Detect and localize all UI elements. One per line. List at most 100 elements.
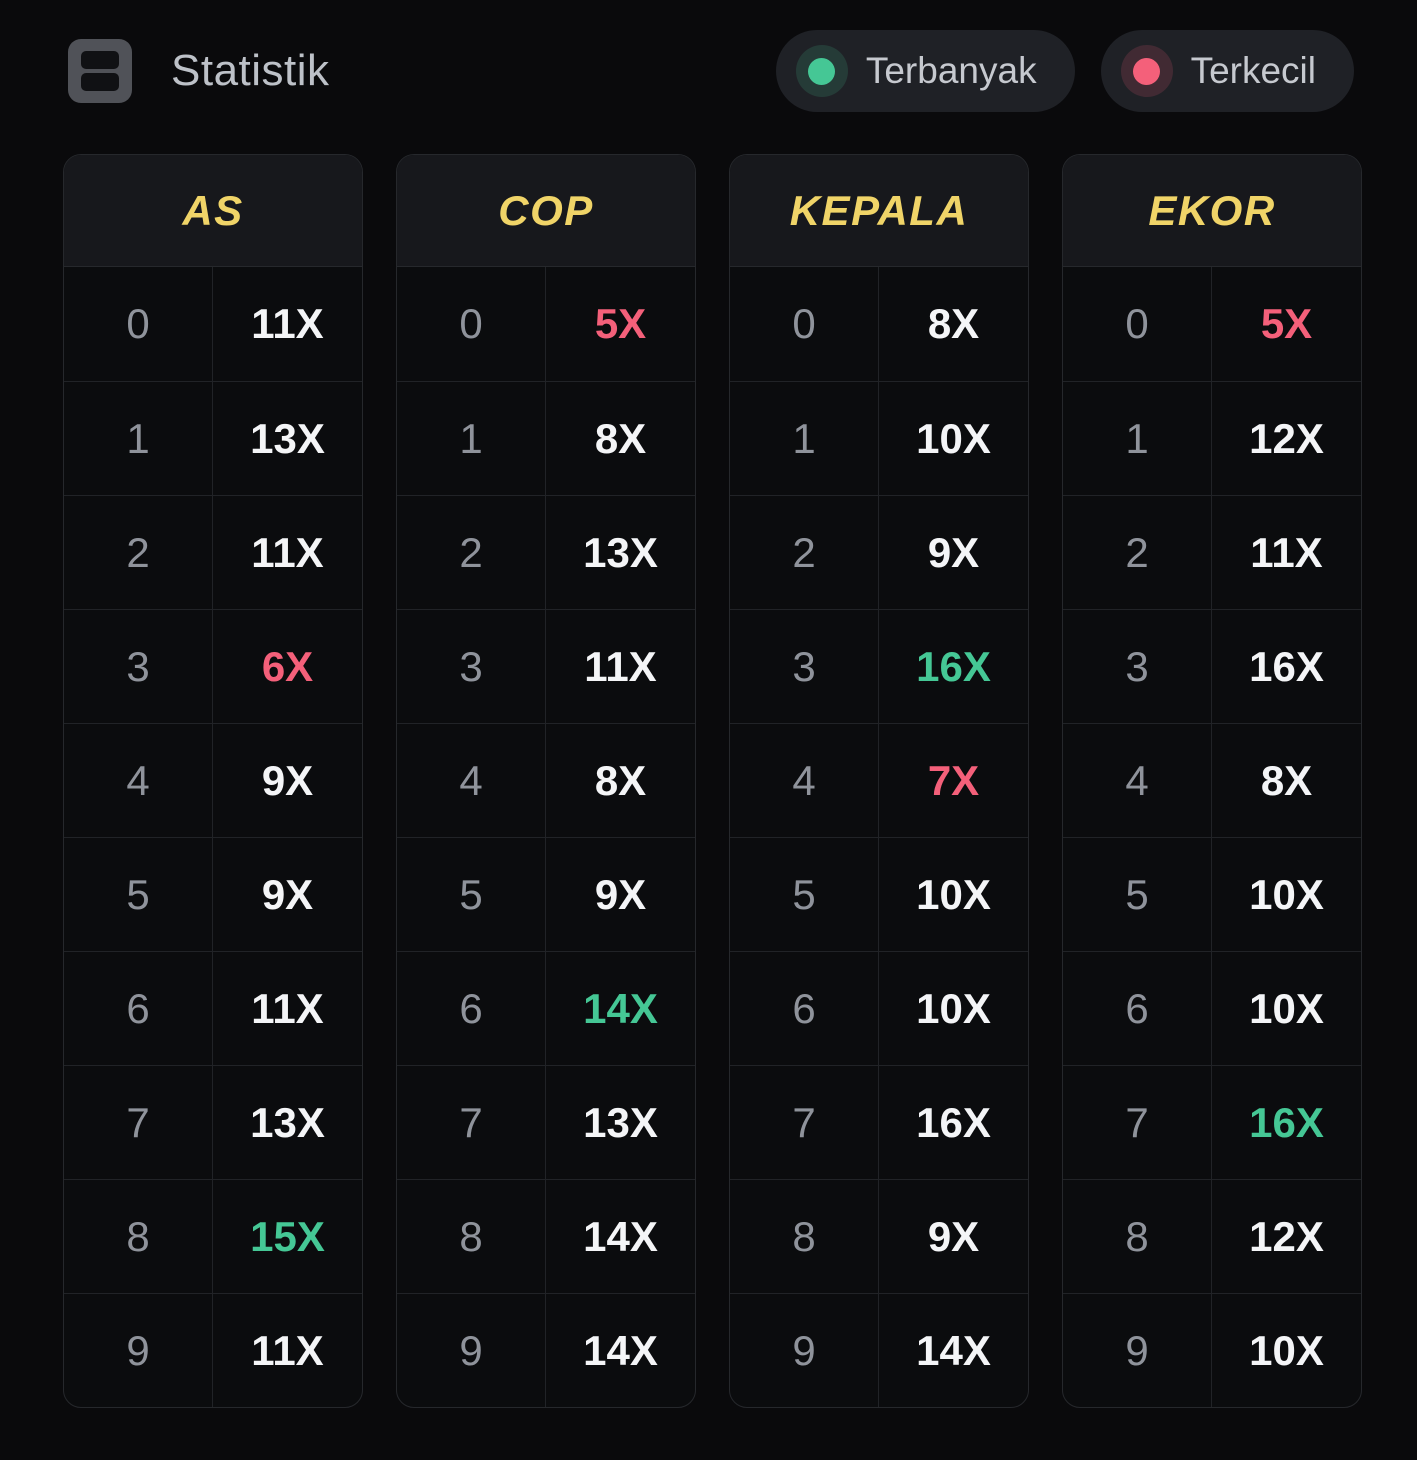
topbar: Statistik Terbanyak Terkecil (63, 30, 1360, 112)
digit-cell: 2 (64, 496, 213, 609)
digit-cell: 6 (730, 952, 879, 1065)
stats-table: KEPALA 0 8X 1 10X 2 9X 3 16X 4 7X 5 10X 6 10X 7 16X 8 9X 9… (729, 154, 1029, 1408)
digit-cell: 8 (397, 1180, 546, 1293)
table-row: 2 9X (730, 495, 1028, 609)
stats-table: COP 0 5X 1 8X 2 13X 3 11X 4 8X 5 9X 6 14X 7 13X 8 14X 9 14X (396, 154, 696, 1408)
table-row: 0 5X (1063, 267, 1361, 381)
value-cell: 13X (250, 1098, 325, 1146)
table-row: 0 11X (64, 267, 362, 381)
stats-table-icon (67, 38, 133, 104)
value-cell: 7X (927, 756, 980, 804)
value-cell: 15X (250, 1212, 325, 1260)
table-row: 5 10X (730, 837, 1028, 951)
value-cell: 16X (916, 642, 991, 690)
digit-cell: 0 (1063, 267, 1212, 381)
table-row: 9 11X (64, 1293, 362, 1407)
value-cell: 9X (594, 870, 647, 918)
digit-cell: 8 (730, 1180, 879, 1293)
stats-table: AS 0 11X 1 13X 2 11X 3 6X 4 9X 5 9X 6 11X 7 13X 8 15X 9 11X (63, 154, 363, 1408)
legend: Terbanyak Terkecil (775, 30, 1354, 112)
page-title: Statistik (171, 46, 330, 95)
table-row: 3 16X (1063, 609, 1361, 723)
value-cell: 9X (927, 528, 980, 576)
digit-cell: 3 (730, 610, 879, 723)
value-cell: 16X (1249, 642, 1324, 690)
digit-cell: 7 (397, 1066, 546, 1179)
value-cell: 10X (916, 984, 991, 1032)
digit-cell: 6 (397, 952, 546, 1065)
table-row: 0 5X (397, 267, 695, 381)
table-row: 3 11X (397, 609, 695, 723)
table-row: 9 14X (730, 1293, 1028, 1407)
table-row: 5 10X (1063, 837, 1361, 951)
value-cell: 11X (251, 300, 324, 347)
table-row: 2 11X (1063, 495, 1361, 609)
table-row: 6 10X (1063, 951, 1361, 1065)
table-row: 1 10X (730, 381, 1028, 495)
value-cell: 11X (584, 642, 657, 690)
digit-cell: 6 (64, 952, 213, 1065)
digit-cell: 5 (64, 838, 213, 951)
digit-cell: 0 (730, 267, 879, 381)
digit-cell: 7 (64, 1066, 213, 1179)
value-cell: 8X (594, 756, 647, 804)
legend-pill-terkecil: Terkecil (1100, 30, 1354, 112)
table-row: 6 10X (730, 951, 1028, 1065)
digit-cell: 8 (1063, 1180, 1212, 1293)
legend-pill-terbanyak: Terbanyak (775, 30, 1075, 112)
table-row: 7 16X (1063, 1065, 1361, 1179)
digit-cell: 1 (730, 382, 879, 495)
digit-cell: 5 (397, 838, 546, 951)
value-cell: 8X (594, 414, 647, 462)
value-cell: 12X (1249, 1212, 1324, 1260)
terkecil-dot-icon (1120, 45, 1173, 97)
table-row: 8 15X (64, 1179, 362, 1293)
table-row: 1 12X (1063, 381, 1361, 495)
value-cell: 13X (250, 414, 325, 462)
value-cell: 5X (1260, 300, 1313, 347)
statistics-panel: Statistik Terbanyak Terkecil AS 0 11X 1 13X… (63, 30, 1362, 1408)
table-row: 4 9X (64, 723, 362, 837)
title-group: Statistik (63, 38, 330, 104)
table-title: KEPALA (730, 155, 1028, 267)
digit-cell: 1 (64, 382, 213, 495)
table-row: 2 13X (397, 495, 695, 609)
value-cell: 14X (583, 1212, 658, 1260)
digit-cell: 2 (730, 496, 879, 609)
table-row: 4 8X (1063, 723, 1361, 837)
value-cell: 14X (916, 1326, 991, 1374)
value-cell: 16X (1249, 1098, 1324, 1146)
digit-cell: 4 (1063, 724, 1212, 837)
value-cell: 10X (916, 414, 991, 462)
value-cell: 11X (251, 1326, 324, 1374)
table-row: 5 9X (397, 837, 695, 951)
table-row: 8 14X (397, 1179, 695, 1293)
table-row: 3 16X (730, 609, 1028, 723)
digit-cell: 5 (730, 838, 879, 951)
value-cell: 10X (1249, 1326, 1324, 1374)
digit-cell: 7 (730, 1066, 879, 1179)
digit-cell: 6 (1063, 952, 1212, 1065)
table-row: 9 10X (1063, 1293, 1361, 1407)
digit-cell: 4 (730, 724, 879, 837)
digit-cell: 2 (397, 496, 546, 609)
value-cell: 13X (583, 528, 658, 576)
table-row: 4 7X (730, 723, 1028, 837)
table-row: 7 16X (730, 1065, 1028, 1179)
digit-cell: 9 (397, 1294, 546, 1407)
value-cell: 11X (251, 984, 324, 1032)
digit-cell: 9 (64, 1294, 213, 1407)
value-cell: 11X (1250, 528, 1323, 576)
table-row: 6 14X (397, 951, 695, 1065)
digit-cell: 4 (397, 724, 546, 837)
table-row: 6 11X (64, 951, 362, 1065)
digit-cell: 3 (397, 610, 546, 723)
digit-cell: 9 (1063, 1294, 1212, 1407)
table-row: 7 13X (64, 1065, 362, 1179)
legend-label: Terkecil (1190, 50, 1316, 91)
value-cell: 10X (916, 870, 991, 918)
table-title: COP (397, 155, 695, 267)
value-cell: 9X (261, 870, 314, 918)
table-row: 8 12X (1063, 1179, 1361, 1293)
value-cell: 10X (1249, 984, 1324, 1032)
